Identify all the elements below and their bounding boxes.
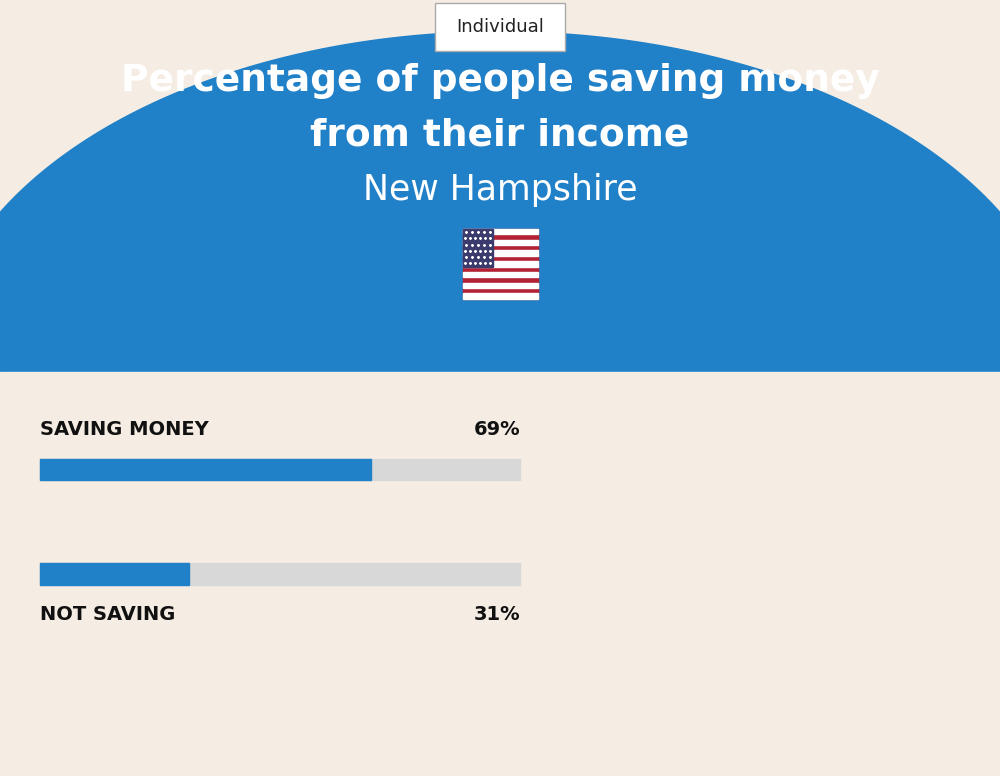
FancyBboxPatch shape bbox=[435, 3, 565, 51]
Bar bbox=[462, 251, 538, 256]
Bar bbox=[40, 563, 189, 585]
Text: New Hampshire: New Hampshire bbox=[363, 173, 637, 207]
Bar bbox=[462, 282, 538, 288]
Bar bbox=[462, 229, 492, 266]
Bar bbox=[462, 240, 538, 245]
Polygon shape bbox=[0, 31, 1000, 714]
Text: Individual: Individual bbox=[456, 18, 544, 36]
Bar bbox=[0, 372, 1000, 776]
Text: from their income: from their income bbox=[310, 118, 690, 154]
Text: NOT SAVING: NOT SAVING bbox=[40, 605, 175, 623]
Bar bbox=[40, 459, 371, 480]
Text: Percentage of people saving money: Percentage of people saving money bbox=[121, 64, 879, 99]
Text: SAVING MONEY: SAVING MONEY bbox=[40, 421, 209, 439]
Bar bbox=[462, 262, 538, 266]
Bar bbox=[462, 229, 538, 234]
Text: 31%: 31% bbox=[473, 605, 520, 623]
Text: 69%: 69% bbox=[473, 421, 520, 439]
Bar bbox=[40, 563, 520, 585]
Bar bbox=[40, 459, 520, 480]
Bar bbox=[462, 229, 538, 299]
Bar bbox=[462, 293, 538, 299]
Bar bbox=[462, 272, 538, 277]
